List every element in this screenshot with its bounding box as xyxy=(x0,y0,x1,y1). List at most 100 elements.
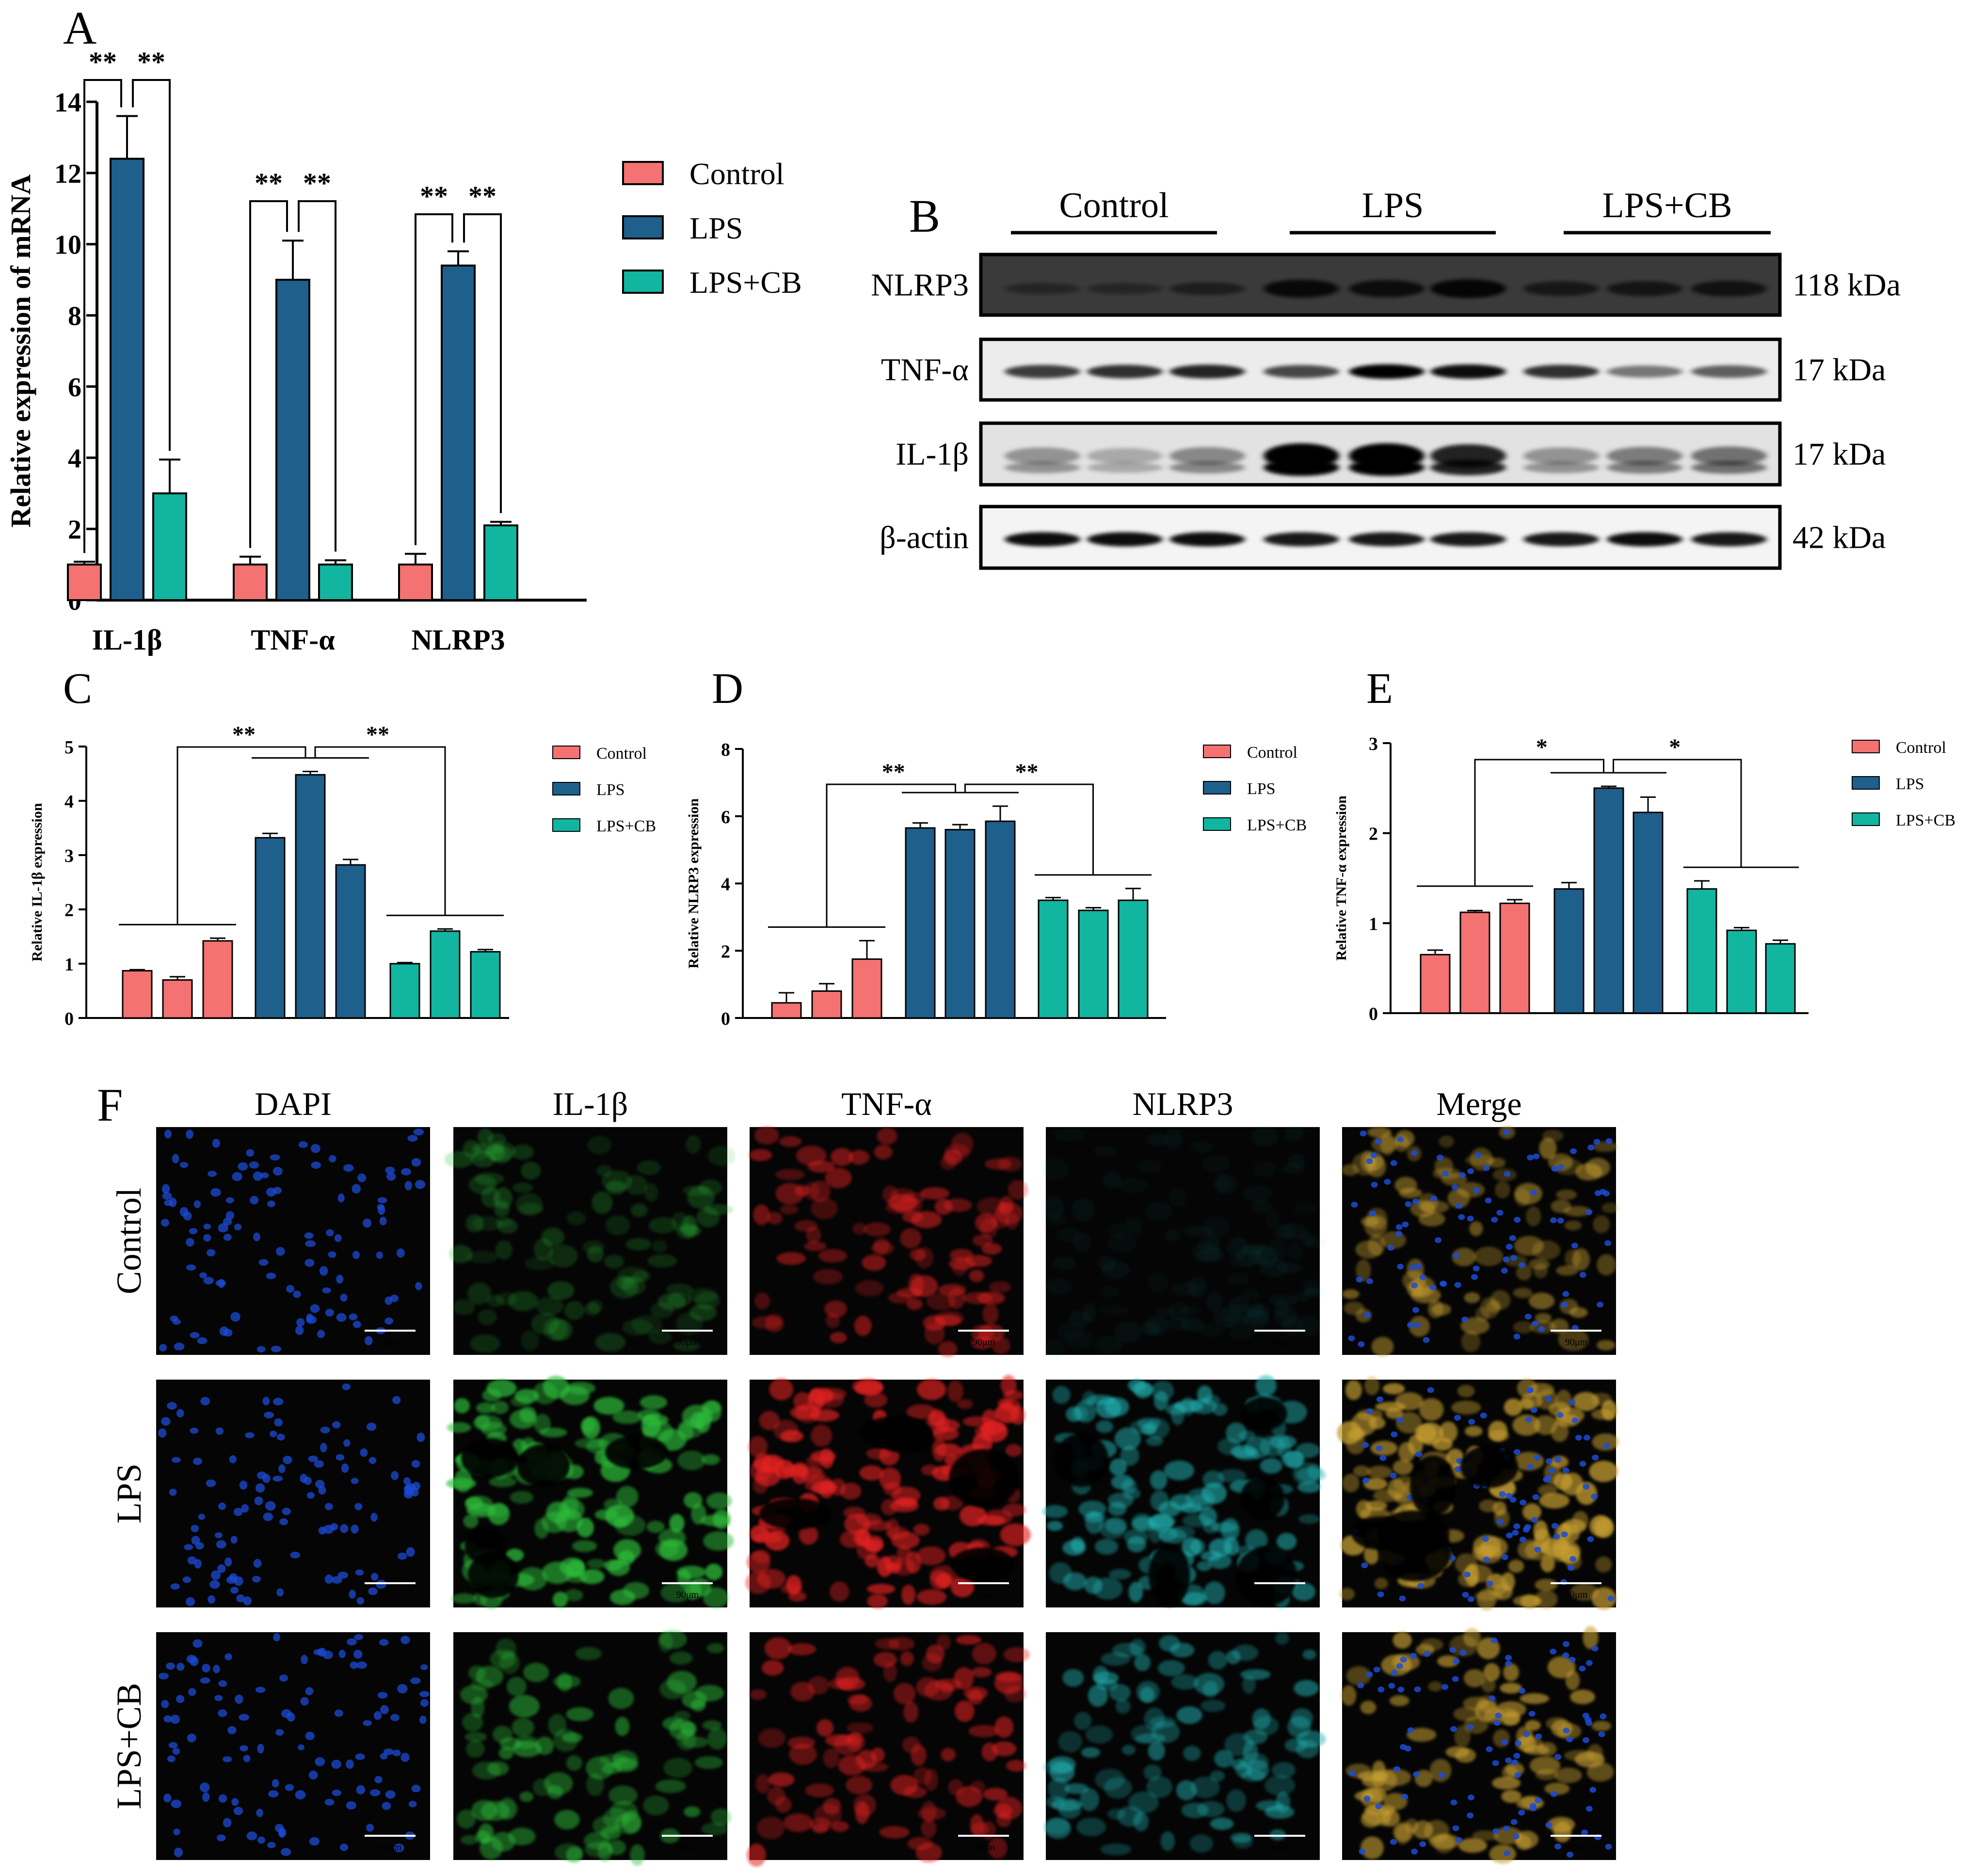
cell-signal xyxy=(811,1424,832,1447)
cell-signal xyxy=(1174,1399,1203,1413)
nucleus xyxy=(377,1197,387,1204)
nucleus xyxy=(232,1172,242,1181)
bar xyxy=(1420,954,1451,1014)
cell-signal xyxy=(890,1775,918,1796)
blot-band xyxy=(1607,366,1682,378)
cell-signal xyxy=(1183,1225,1213,1237)
cell-signal xyxy=(1180,1318,1205,1332)
cell-signal xyxy=(859,1465,884,1481)
cell-signal xyxy=(1114,1321,1142,1343)
cell-signal xyxy=(921,1819,937,1838)
nucleus xyxy=(170,1715,180,1724)
nucleus xyxy=(1388,1683,1395,1689)
nucleus xyxy=(1510,1255,1517,1261)
empty-area xyxy=(1240,1477,1285,1521)
cell-signal xyxy=(881,1498,897,1515)
cell-signal xyxy=(1229,1257,1257,1268)
nucleus xyxy=(1533,1153,1540,1160)
bar xyxy=(430,930,461,1019)
cell-signal xyxy=(1168,1302,1189,1322)
cell-signal xyxy=(1006,1760,1026,1772)
cell-signal xyxy=(1452,1247,1476,1267)
bar xyxy=(470,951,501,1019)
nucleus xyxy=(306,1492,315,1499)
legend-label: Control xyxy=(1247,744,1297,762)
nucleus xyxy=(163,1793,172,1803)
cell-signal xyxy=(1504,1398,1523,1416)
y-tick-label: 4 xyxy=(721,874,730,895)
cell-signal xyxy=(1302,1649,1316,1660)
cell-signal xyxy=(754,1292,770,1310)
cell-signal xyxy=(828,1678,854,1690)
cell-signal xyxy=(1292,1582,1316,1601)
nucleus xyxy=(290,1551,301,1558)
cell-signal xyxy=(601,1826,621,1840)
cell-signal xyxy=(1042,1196,1065,1219)
nucleus xyxy=(324,1798,335,1806)
cell-signal xyxy=(1597,1254,1617,1275)
cell-signal xyxy=(780,1430,804,1443)
cell-signal xyxy=(643,1795,669,1815)
blot-band xyxy=(1430,279,1506,299)
cell-signal xyxy=(691,1503,706,1525)
nucleus xyxy=(308,1455,319,1463)
cell-signal xyxy=(1094,1539,1119,1555)
cell-signal xyxy=(1591,1587,1617,1610)
nucleus xyxy=(1356,1276,1363,1283)
nucleus xyxy=(411,1460,420,1468)
cell-signal xyxy=(476,1402,496,1414)
empty-area xyxy=(461,1438,519,1478)
cell-signal xyxy=(1589,1461,1618,1482)
cell-signal xyxy=(1079,1788,1099,1812)
bar xyxy=(1499,902,1530,1014)
nucleus xyxy=(1585,1660,1593,1666)
cell-signal xyxy=(648,1217,678,1234)
cell-signal xyxy=(1137,1417,1161,1429)
nucleus xyxy=(306,1316,317,1324)
cell-signal xyxy=(787,1643,816,1655)
nucleus xyxy=(1441,1684,1448,1690)
nucleus xyxy=(1582,1713,1589,1719)
nucleus xyxy=(1596,1302,1603,1308)
panel-c-letter: C xyxy=(63,665,92,713)
nucleus xyxy=(1490,1638,1498,1644)
blot-band xyxy=(1523,532,1599,546)
cell-signal xyxy=(1515,1830,1538,1849)
cell-signal xyxy=(1399,1188,1423,1198)
cell-signal xyxy=(1437,1655,1459,1668)
significance-bracket xyxy=(964,783,1094,875)
nucleus xyxy=(1550,1649,1557,1655)
y-tick-label: 0 xyxy=(1369,1004,1378,1024)
cell-signal xyxy=(883,1662,897,1683)
cell-signal xyxy=(972,1643,996,1665)
nucleus xyxy=(1397,1686,1405,1693)
if-image-2-1: 90μm xyxy=(453,1630,732,1866)
significance-mark: ** xyxy=(255,167,283,199)
cell-signal xyxy=(1539,1137,1557,1160)
if-image-2-3: 90μm xyxy=(1042,1632,1326,1860)
cell-signal xyxy=(1275,1632,1289,1645)
legend-label: LPS xyxy=(596,781,625,799)
cell-signal xyxy=(609,1801,638,1822)
cell-signal xyxy=(1148,1514,1176,1529)
cell-signal xyxy=(1264,1775,1296,1796)
cell-signal xyxy=(615,1717,630,1736)
if-image-0-0: 90μm xyxy=(156,1127,430,1355)
nucleus xyxy=(1545,1458,1553,1464)
cell-signal xyxy=(457,1809,476,1829)
cell-signal xyxy=(667,1670,697,1694)
cell-signal xyxy=(1393,1632,1412,1649)
nucleus xyxy=(354,1503,363,1510)
cell-signal xyxy=(1293,1202,1317,1215)
nucleus xyxy=(250,1195,259,1205)
cell-signal xyxy=(1463,1628,1481,1647)
nucleus xyxy=(255,1686,266,1693)
cell-signal xyxy=(867,1594,888,1609)
cell-signal xyxy=(1500,1683,1522,1694)
cell-signal xyxy=(1052,1385,1071,1404)
cell-signal xyxy=(854,1316,872,1336)
cell-signal xyxy=(1406,1280,1429,1298)
nucleus xyxy=(254,1496,263,1506)
nucleus xyxy=(224,1653,232,1661)
